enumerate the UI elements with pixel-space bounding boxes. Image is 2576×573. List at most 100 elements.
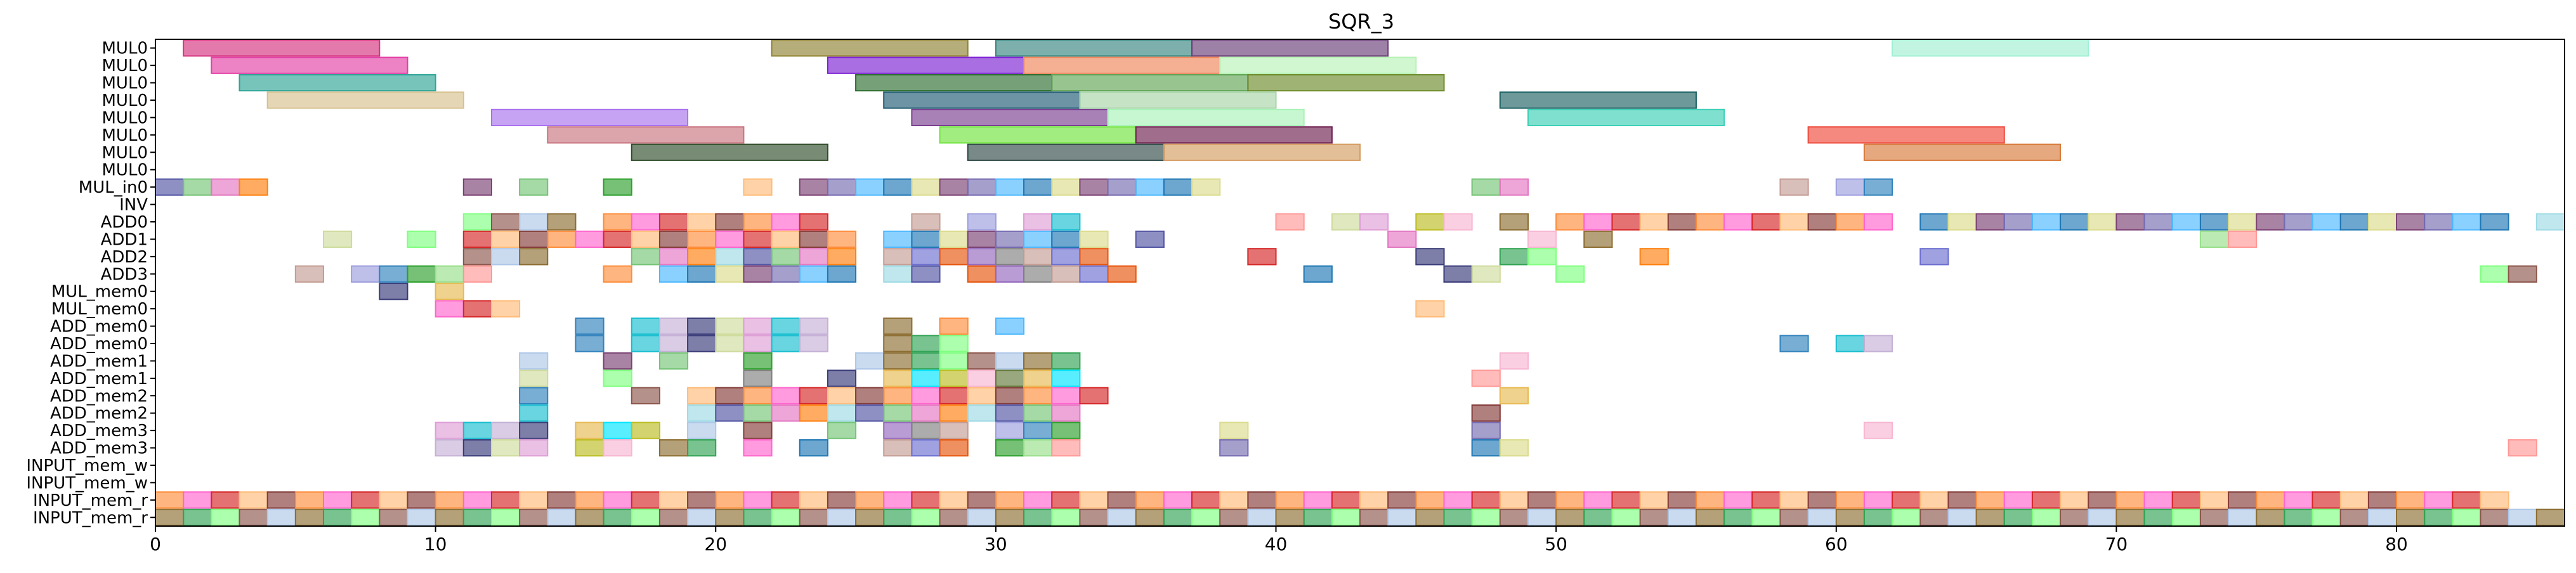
task-cell — [1023, 508, 1053, 526]
task-cell — [743, 387, 773, 404]
task-cell — [631, 387, 660, 404]
task-cell — [743, 508, 773, 526]
task-cell — [575, 508, 605, 526]
task-cell — [435, 283, 464, 300]
task-cell — [1135, 230, 1165, 248]
task-cell — [2228, 508, 2258, 526]
task-cell — [1163, 508, 1193, 526]
task-cell — [547, 491, 577, 509]
task-cell — [1387, 230, 1417, 248]
task-cell — [911, 422, 941, 439]
task-bar — [211, 56, 409, 74]
task-cell — [519, 439, 549, 457]
task-cell — [351, 265, 381, 283]
task-cell — [883, 265, 913, 283]
task-cell — [490, 422, 521, 439]
task-cell — [2480, 265, 2509, 283]
task-cell — [1779, 178, 1809, 196]
task-cell — [687, 335, 717, 352]
task-cell — [771, 213, 801, 231]
task-cell — [883, 404, 913, 422]
task-bar — [967, 143, 1165, 161]
task-cell — [1331, 508, 1361, 526]
task-cell — [967, 265, 997, 283]
row-label: MUL0 — [102, 126, 148, 145]
task-cell — [658, 317, 689, 335]
task-cell — [687, 265, 717, 283]
task-bar — [239, 74, 436, 92]
task-cell — [2115, 213, 2145, 231]
task-cell — [2311, 508, 2341, 526]
task-cell — [1023, 404, 1053, 422]
task-cell — [1023, 422, 1053, 439]
task-cell — [490, 491, 521, 509]
task-cell — [1275, 213, 1305, 231]
task-cell — [939, 439, 969, 457]
task-cell — [2396, 508, 2426, 526]
task-cell — [743, 404, 773, 422]
task-cell — [911, 370, 941, 387]
task-bar — [1051, 74, 1249, 92]
task-cell — [2452, 491, 2481, 509]
x-tick-label: 20 — [704, 534, 727, 555]
task-cell — [519, 491, 549, 509]
row-label: ADD_mem1 — [50, 370, 148, 389]
task-cell — [911, 352, 941, 370]
task-cell — [658, 508, 689, 526]
x-tick-label: 70 — [2105, 534, 2128, 555]
task-cell — [771, 265, 801, 283]
task-cell — [1779, 491, 1809, 509]
task-cell — [1947, 508, 1977, 526]
row-label: MUL0 — [102, 108, 148, 127]
task-cell — [1079, 248, 1109, 266]
task-cell — [883, 352, 913, 370]
chart-title: SQR_3 — [1328, 10, 1394, 34]
task-cell — [1863, 508, 1893, 526]
task-cell — [827, 404, 857, 422]
task-cell — [967, 178, 997, 196]
task-cell — [1975, 213, 2005, 231]
row-label: INPUT_mem_r — [33, 491, 148, 510]
task-cell — [967, 491, 997, 509]
task-cell — [462, 439, 492, 457]
task-cell — [2031, 491, 2062, 509]
task-cell — [1499, 248, 1529, 266]
task-cell — [1583, 213, 1613, 231]
task-cell — [547, 213, 577, 231]
task-cell — [2228, 230, 2258, 248]
task-cell — [658, 352, 689, 370]
task-cell — [911, 213, 941, 231]
task-cell — [2256, 213, 2285, 231]
task-cell — [239, 178, 268, 196]
task-cell — [2256, 491, 2285, 509]
x-tick-label: 40 — [1265, 534, 1288, 555]
row-label: MUL_in0 — [79, 178, 148, 197]
task-cell — [1807, 508, 1837, 526]
task-cell — [2535, 213, 2565, 231]
task-cell — [575, 230, 605, 248]
task-cell — [1359, 213, 1389, 231]
task-cell — [2199, 491, 2230, 509]
task-cell — [1471, 178, 1501, 196]
task-cell — [939, 508, 969, 526]
task-cell — [715, 491, 745, 509]
task-cell — [1051, 178, 1081, 196]
task-bar — [1023, 56, 1221, 74]
task-cell — [322, 508, 353, 526]
row-label: ADD1 — [101, 230, 148, 249]
task-cell — [1191, 491, 1221, 509]
task-cell — [967, 230, 997, 248]
task-cell — [519, 508, 549, 526]
task-cell — [2367, 213, 2398, 231]
task-cell — [1191, 508, 1221, 526]
task-cell — [1667, 508, 1697, 526]
task-cell — [1051, 230, 1081, 248]
task-bar — [490, 108, 689, 127]
task-cell — [294, 265, 324, 283]
task-cell — [2088, 213, 2117, 231]
task-cell — [827, 248, 857, 266]
task-cell — [995, 370, 1025, 387]
task-cell — [435, 508, 464, 526]
task-cell — [462, 230, 492, 248]
task-cell — [1975, 491, 2005, 509]
